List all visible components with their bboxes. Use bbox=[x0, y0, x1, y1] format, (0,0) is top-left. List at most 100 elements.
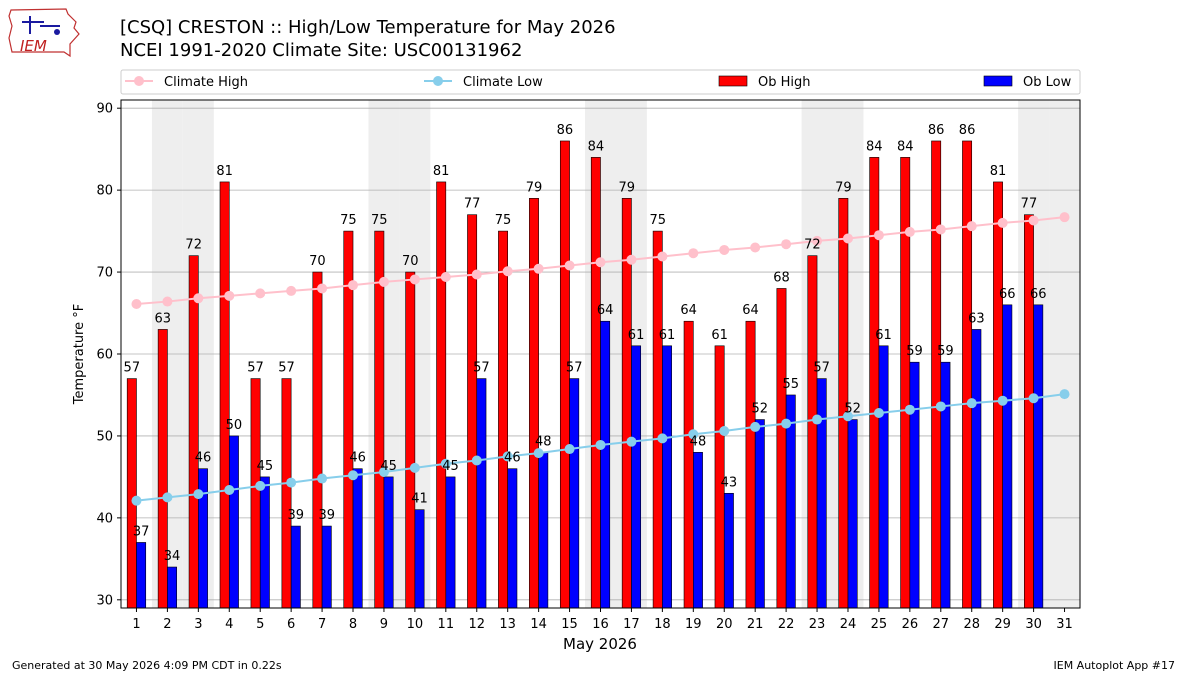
ob-low-label-day-3: 46 bbox=[195, 451, 212, 466]
climate-high-point-day-3 bbox=[193, 293, 204, 304]
ob-high-bar-day-26 bbox=[900, 157, 911, 609]
climate-high-point-day-15 bbox=[564, 260, 575, 271]
ob-low-label-day-1: 37 bbox=[133, 524, 150, 539]
ob-low-bar-day-8 bbox=[352, 468, 363, 609]
ob-high-label-day-3: 72 bbox=[185, 238, 202, 253]
ob-high-bar-day-23 bbox=[807, 255, 818, 609]
legend-climate-high: Climate High bbox=[125, 75, 248, 90]
climate-high-point-day-18 bbox=[657, 251, 668, 262]
ob-high-bar-day-4 bbox=[219, 181, 230, 609]
climate-low-point-day-20 bbox=[719, 426, 730, 437]
ob-high-bar-day-27 bbox=[931, 140, 942, 609]
ob-high-label-day-19: 64 bbox=[680, 303, 697, 318]
climate-high-point-day-20 bbox=[719, 244, 730, 255]
ob-low-label-day-9: 45 bbox=[380, 459, 397, 474]
ob-high-bar-day-3 bbox=[188, 255, 199, 609]
climate-low-point-day-4 bbox=[224, 485, 235, 496]
climate-low-point-day-18 bbox=[657, 433, 668, 444]
climate-high-point-day-11 bbox=[440, 271, 451, 282]
climate-low-point-day-19 bbox=[688, 429, 699, 440]
ob-high-label-day-20: 61 bbox=[711, 328, 728, 343]
ob-low-label-day-2: 34 bbox=[164, 549, 181, 564]
svg-text:Ob Low: Ob Low bbox=[1023, 75, 1072, 90]
ob-low-label-day-11: 45 bbox=[442, 459, 459, 474]
climate-low-point-day-3 bbox=[193, 489, 204, 500]
ob-low-label-day-18: 61 bbox=[659, 328, 676, 343]
xtick-label-10: 10 bbox=[407, 617, 424, 632]
ob-high-label-day-27: 86 bbox=[928, 123, 945, 138]
climate-high-point-day-5 bbox=[255, 288, 266, 299]
ob-high-label-day-13: 75 bbox=[495, 213, 512, 228]
ob-low-bar-day-4 bbox=[228, 435, 239, 609]
ob-low-label-day-6: 39 bbox=[288, 508, 305, 523]
ob-low-label-day-10: 41 bbox=[411, 492, 428, 507]
xtick-label-4: 4 bbox=[225, 617, 233, 632]
ob-low-label-day-20: 43 bbox=[721, 475, 738, 490]
xtick-label-21: 21 bbox=[747, 617, 764, 632]
ob-low-label-day-12: 57 bbox=[473, 361, 490, 376]
climate-high-point-day-16 bbox=[595, 257, 606, 268]
ob-high-bar-day-22 bbox=[776, 288, 787, 609]
ob-high-label-day-15: 86 bbox=[557, 123, 574, 138]
climate-high-point-day-10 bbox=[409, 274, 420, 285]
ob-low-bar-day-20 bbox=[723, 492, 734, 609]
xtick-label-14: 14 bbox=[530, 617, 547, 632]
legend-ob-low: Ob Low bbox=[983, 75, 1072, 90]
xtick-label-29: 29 bbox=[994, 617, 1011, 632]
ob-high-bar-day-16 bbox=[590, 157, 601, 609]
ob-low-label-day-30: 66 bbox=[1030, 287, 1047, 302]
xtick-label-11: 11 bbox=[438, 617, 455, 632]
ob-low-bar-day-27 bbox=[940, 361, 951, 609]
ob-low-bar-day-5 bbox=[259, 476, 270, 609]
ob-low-bar-day-21 bbox=[754, 419, 765, 609]
climate-high-point-day-14 bbox=[533, 263, 544, 274]
ob-low-bar-day-11 bbox=[445, 476, 456, 609]
app-note: IEM Autoplot App #17 bbox=[1053, 659, 1176, 672]
y-axis-label: Temperature °F bbox=[72, 304, 87, 405]
xtick-label-30: 30 bbox=[1025, 617, 1042, 632]
xtick-label-15: 15 bbox=[561, 617, 578, 632]
climate-low-point-day-21 bbox=[750, 421, 761, 432]
ob-low-label-day-16: 64 bbox=[597, 303, 614, 318]
climate-high-point-day-22 bbox=[781, 239, 792, 250]
climate-high-point-day-17 bbox=[626, 254, 637, 265]
ob-low-bar-day-30 bbox=[1033, 304, 1044, 609]
ob-low-bar-day-28 bbox=[971, 329, 982, 609]
ytick-label-90: 90 bbox=[96, 102, 113, 117]
ob-low-bar-day-10 bbox=[414, 509, 425, 609]
ytick-label-80: 80 bbox=[96, 184, 113, 199]
ob-low-bar-day-24 bbox=[847, 419, 858, 609]
climate-low-point-day-6 bbox=[286, 477, 297, 488]
ob-high-bar-day-30 bbox=[1024, 214, 1034, 609]
ob-high-label-day-30: 77 bbox=[1021, 197, 1038, 212]
xtick-label-3: 3 bbox=[194, 617, 202, 632]
ob-low-bar-day-29 bbox=[1002, 304, 1013, 609]
ob-high-label-day-29: 81 bbox=[990, 164, 1007, 179]
ob-low-bar-day-2 bbox=[167, 566, 177, 609]
climate-low-point-day-30 bbox=[1028, 393, 1039, 404]
ob-low-label-day-7: 39 bbox=[318, 508, 335, 523]
chart-title: [CSQ] CRESTON :: High/Low Temperature fo… bbox=[120, 17, 616, 38]
ob-high-label-day-18: 75 bbox=[649, 213, 666, 228]
ob-high-label-day-25: 84 bbox=[866, 139, 883, 154]
ob-high-bar-day-9 bbox=[374, 230, 385, 609]
ob-high-label-day-21: 64 bbox=[742, 303, 759, 318]
climate-high-point-day-23 bbox=[812, 235, 823, 246]
plot-frame bbox=[120, 99, 1081, 609]
ob-high-bar-day-29 bbox=[993, 181, 1003, 609]
climate-high-point-day-27 bbox=[935, 224, 946, 235]
climate-high-point-day-25 bbox=[873, 230, 884, 241]
ob-high-label-day-10: 70 bbox=[402, 254, 419, 269]
xtick-label-25: 25 bbox=[871, 617, 888, 632]
xtick-label-18: 18 bbox=[654, 617, 671, 632]
xtick-label-23: 23 bbox=[809, 617, 826, 632]
climate-low-point-day-31 bbox=[1059, 389, 1070, 400]
ob-low-bar-day-14 bbox=[538, 452, 549, 609]
climate-low-point-day-2 bbox=[162, 492, 173, 503]
ytick-label-70: 70 bbox=[96, 266, 113, 281]
ob-low-bar-day-16 bbox=[600, 320, 611, 609]
ob-low-bar-day-25 bbox=[878, 345, 889, 609]
climate-low-point-day-11 bbox=[440, 458, 451, 469]
